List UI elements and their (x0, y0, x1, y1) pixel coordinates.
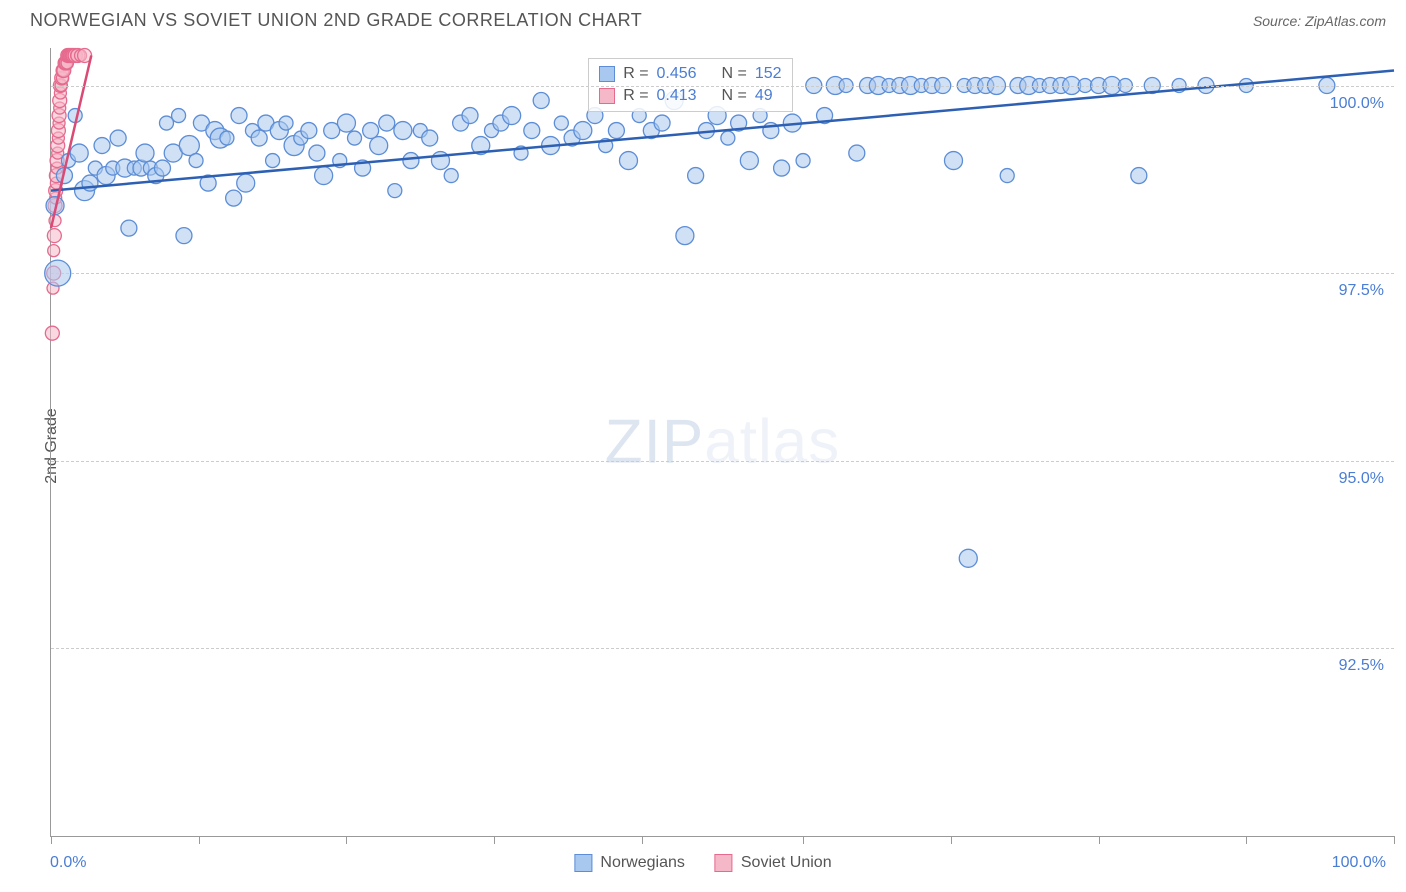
legend-item-soviet: Soviet Union (715, 854, 832, 872)
y-tick-label: 92.5% (1339, 657, 1384, 675)
x-axis-max-label: 100.0% (1332, 854, 1386, 872)
chart-title: NORWEGIAN VS SOVIET UNION 2ND GRADE CORR… (30, 10, 642, 31)
legend-label-norwegians: Norwegians (600, 854, 684, 872)
y-tick-label: 95.0% (1339, 470, 1384, 488)
legend: Norwegians Soviet Union (574, 854, 831, 872)
legend-swatch-soviet (715, 854, 733, 872)
x-axis-min-label: 0.0% (50, 854, 86, 872)
legend-swatch-norwegians (574, 854, 592, 872)
y-tick-label: 100.0% (1330, 95, 1384, 113)
source-label: Source: ZipAtlas.com (1253, 13, 1386, 29)
legend-item-norwegians: Norwegians (574, 854, 684, 872)
legend-label-soviet: Soviet Union (741, 854, 832, 872)
stat-swatch-norwegians (599, 66, 615, 82)
chart-plot-area: ZIPatlas R = 0.456 N = 152 R = 0.413 N =… (50, 48, 1394, 837)
scatter-svg (51, 48, 1394, 836)
y-tick-label: 97.5% (1339, 282, 1384, 300)
stat-swatch-soviet (599, 88, 615, 104)
